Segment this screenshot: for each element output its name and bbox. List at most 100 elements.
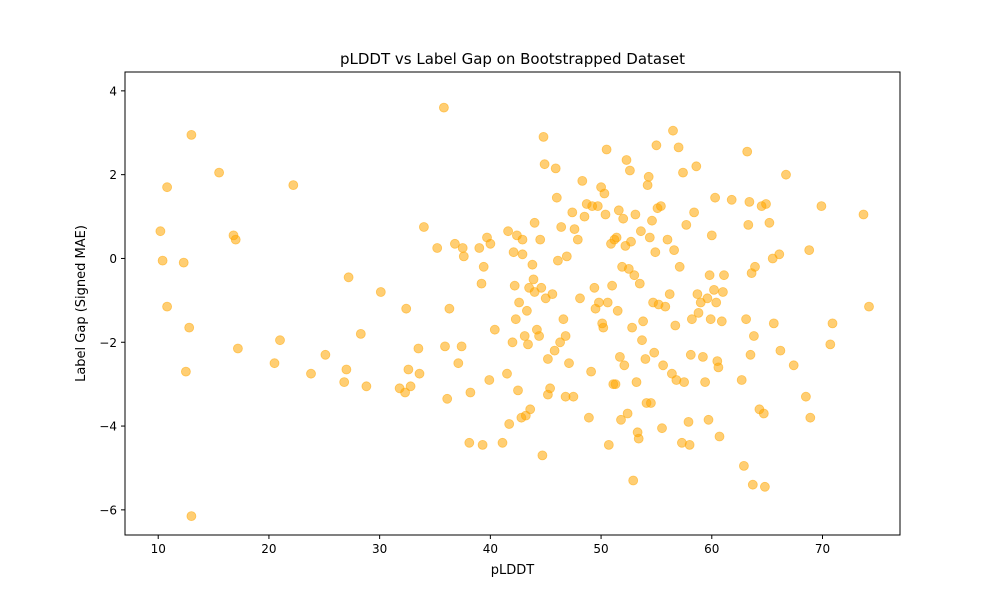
data-point — [613, 205, 624, 216]
data-point — [628, 475, 639, 486]
data-point — [584, 412, 594, 423]
data-point — [679, 377, 689, 388]
data-point — [440, 341, 450, 352]
data-point — [742, 146, 753, 157]
data-point — [621, 155, 632, 165]
data-point — [774, 249, 785, 260]
data-point — [698, 351, 708, 362]
data-point — [514, 297, 524, 308]
data-point — [716, 316, 727, 327]
data-point — [692, 289, 703, 300]
data-point — [636, 226, 646, 237]
data-point — [612, 305, 623, 316]
y-tick-label: −6 — [99, 503, 117, 517]
data-point — [355, 328, 366, 339]
data-point — [726, 194, 737, 205]
x-tick-label: 50 — [593, 542, 608, 556]
data-point — [341, 364, 352, 375]
data-point — [649, 347, 660, 358]
data-point — [503, 226, 514, 237]
data-point — [438, 102, 449, 113]
data-point — [705, 314, 716, 325]
data-point — [543, 354, 553, 364]
data-point — [788, 360, 799, 371]
data-point — [537, 450, 548, 461]
data-point — [478, 261, 489, 272]
data-point — [403, 364, 414, 375]
data-point — [556, 222, 567, 232]
data-point — [522, 305, 532, 316]
data-point — [502, 368, 512, 379]
data-point — [534, 331, 544, 341]
data-point — [551, 192, 562, 203]
data-point — [553, 255, 563, 266]
data-point — [700, 377, 710, 388]
data-point — [626, 236, 636, 247]
data-point — [513, 385, 523, 396]
data-point — [629, 270, 640, 281]
data-point — [633, 433, 644, 444]
data-point — [747, 479, 758, 490]
points-layer — [155, 102, 874, 521]
data-point — [536, 282, 547, 293]
data-point — [453, 358, 464, 369]
data-point — [476, 278, 487, 289]
data-point — [555, 337, 565, 348]
data-point — [658, 360, 668, 371]
data-point — [634, 278, 645, 289]
x-tick-label: 60 — [704, 542, 719, 556]
data-point — [413, 343, 424, 354]
data-point — [711, 297, 722, 308]
data-point — [519, 331, 530, 341]
y-tick-label: 0 — [109, 252, 117, 266]
data-point — [528, 274, 539, 285]
data-point — [764, 217, 775, 228]
data-point — [615, 351, 625, 362]
data-point — [508, 247, 519, 258]
data-point — [162, 301, 173, 312]
data-point — [736, 375, 747, 385]
data-point — [741, 314, 751, 325]
data-point — [739, 460, 749, 471]
data-point — [858, 209, 869, 220]
data-point — [703, 414, 714, 425]
data-point — [288, 180, 299, 191]
data-point — [607, 280, 617, 291]
data-point — [631, 377, 642, 388]
data-point — [610, 379, 621, 390]
data-point — [569, 224, 580, 235]
data-point — [611, 232, 622, 243]
data-point — [642, 180, 653, 191]
data-point — [184, 322, 195, 333]
data-point — [644, 232, 655, 243]
data-point — [674, 261, 685, 272]
data-point — [269, 358, 280, 369]
data-point — [638, 316, 648, 327]
data-point — [558, 314, 569, 325]
data-point — [713, 362, 724, 373]
data-point — [510, 314, 521, 325]
data-point — [744, 196, 755, 207]
data-point — [592, 201, 603, 212]
data-point — [575, 293, 585, 304]
data-point — [162, 182, 173, 193]
y-tick-label: 4 — [109, 84, 117, 98]
data-point — [414, 368, 425, 379]
data-point — [775, 345, 786, 356]
data-point — [529, 217, 540, 228]
data-point — [497, 437, 508, 448]
data-point — [509, 280, 520, 291]
data-point — [186, 129, 197, 140]
data-point — [343, 272, 354, 283]
data-point — [827, 318, 838, 329]
data-point — [864, 301, 874, 312]
data-point — [709, 284, 719, 295]
data-point — [232, 343, 243, 354]
data-point — [647, 215, 657, 226]
data-point — [623, 263, 634, 274]
data-point — [567, 207, 578, 218]
data-point — [745, 349, 756, 360]
data-point — [689, 207, 699, 218]
data-point — [678, 167, 688, 178]
data-point — [586, 366, 596, 377]
